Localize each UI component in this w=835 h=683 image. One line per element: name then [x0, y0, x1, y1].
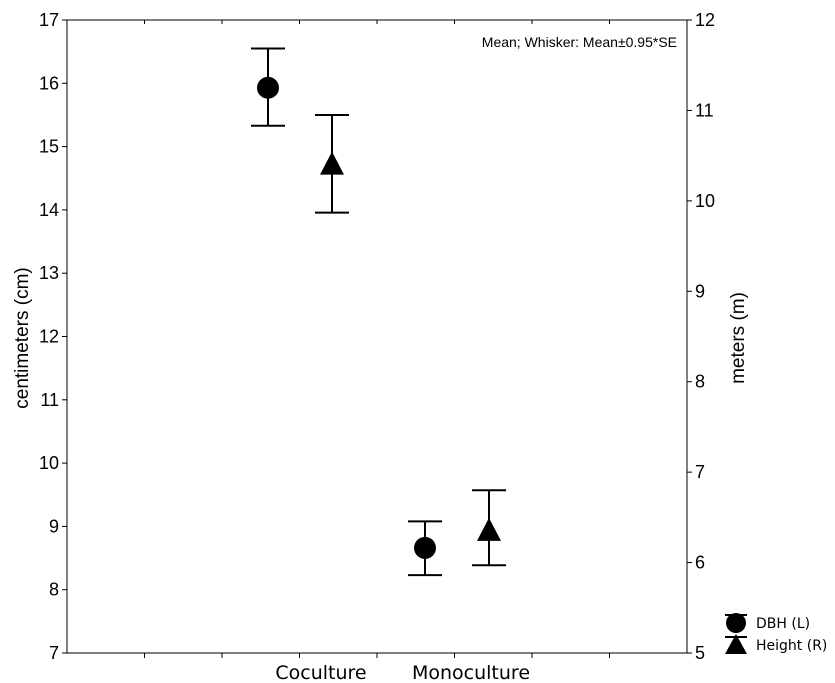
left-axis-tick-label: 16	[39, 73, 59, 93]
left-axis-tick-label: 14	[39, 200, 59, 220]
chart-note: Mean; Whisker: Mean±0.95*SE	[482, 34, 677, 50]
left-axis-tick-label: 9	[49, 516, 59, 536]
left-axis-tick-label: 15	[39, 137, 59, 157]
right-axis-tick-label: 11	[695, 100, 714, 120]
left-axis-tick-label: 17	[39, 10, 59, 30]
legend-marker-triangle	[725, 634, 747, 654]
right-axis-tick-label: 6	[695, 553, 705, 573]
left-axis-tick-label: 8	[49, 580, 59, 600]
mean-marker-circle	[414, 536, 436, 559]
right-axis-tick-label: 12	[695, 10, 715, 30]
right-axis-tick-label: 5	[695, 643, 705, 663]
legend-label: DBH (L)	[756, 616, 810, 632]
left-axis-title: centimeters (cm)	[12, 267, 33, 408]
left-axis-tick-label: 12	[39, 327, 59, 347]
plot-frame	[66, 19, 688, 654]
right-axis-tick-label: 7	[695, 462, 705, 482]
marks-layer: 7 8 9 10 11 12 13 14 15 16 17 5 6 7 8 9 10 11 12 Coculture M…	[39, 10, 827, 683]
left-axis-tick-label: 10	[39, 453, 59, 473]
legend-label: Height (R)	[756, 638, 827, 654]
right-axis-tick-label: 10	[695, 191, 715, 211]
right-axis-tick-label: 9	[695, 281, 705, 301]
category-label: Coculture	[275, 662, 366, 683]
mean-marker-triangle	[320, 151, 344, 175]
left-axis-tick-label: 7	[49, 643, 59, 663]
right-axis-title: meters (m)	[728, 292, 749, 384]
mean-marker-triangle	[477, 517, 501, 541]
right-axis-tick-label: 8	[695, 372, 705, 392]
left-axis-tick-label: 13	[39, 263, 59, 283]
category-label: Monoculture	[412, 662, 530, 683]
left-axis-tick-label: 11	[40, 390, 59, 410]
legend-marker-circle	[726, 613, 746, 633]
mean-marker-circle	[257, 76, 279, 99]
